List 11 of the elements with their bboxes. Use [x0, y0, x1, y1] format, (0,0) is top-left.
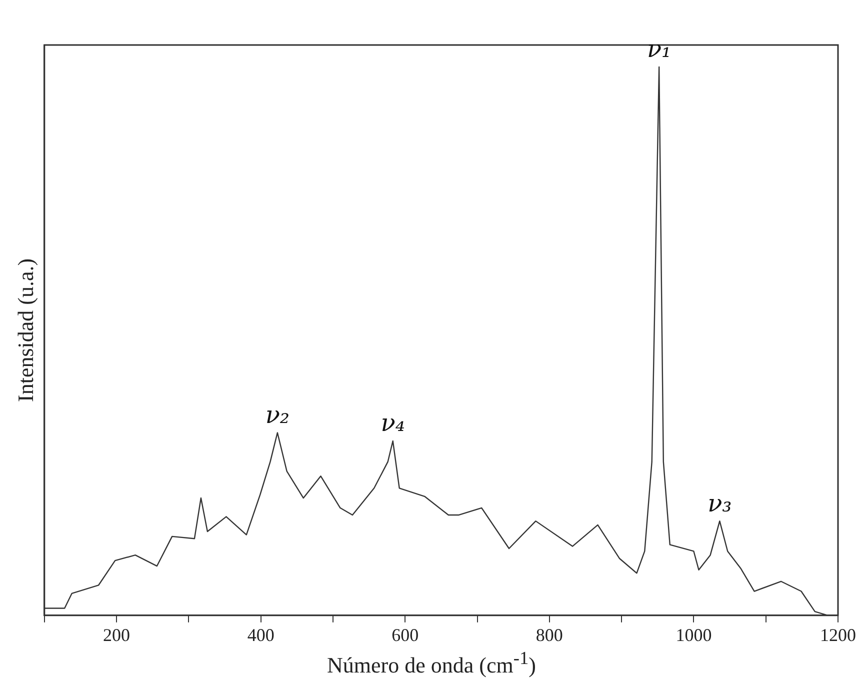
x-tick-label: 400: [247, 624, 274, 645]
y-axis-title: Intensidad (u.a.): [12, 258, 38, 402]
x-tick-label: 1200: [820, 624, 856, 645]
annotation: ν₃: [708, 489, 732, 518]
x-tick-label: 600: [392, 624, 419, 645]
x-tick-label: 200: [103, 624, 130, 645]
annotation: ν₂: [265, 400, 290, 429]
x-axis-title: Número de onda (cm$^{-1}$): [326, 648, 537, 678]
x-tick-label: 1000: [676, 624, 712, 645]
x-tick-label: 800: [536, 624, 563, 645]
annotation: ν₄: [380, 409, 405, 438]
